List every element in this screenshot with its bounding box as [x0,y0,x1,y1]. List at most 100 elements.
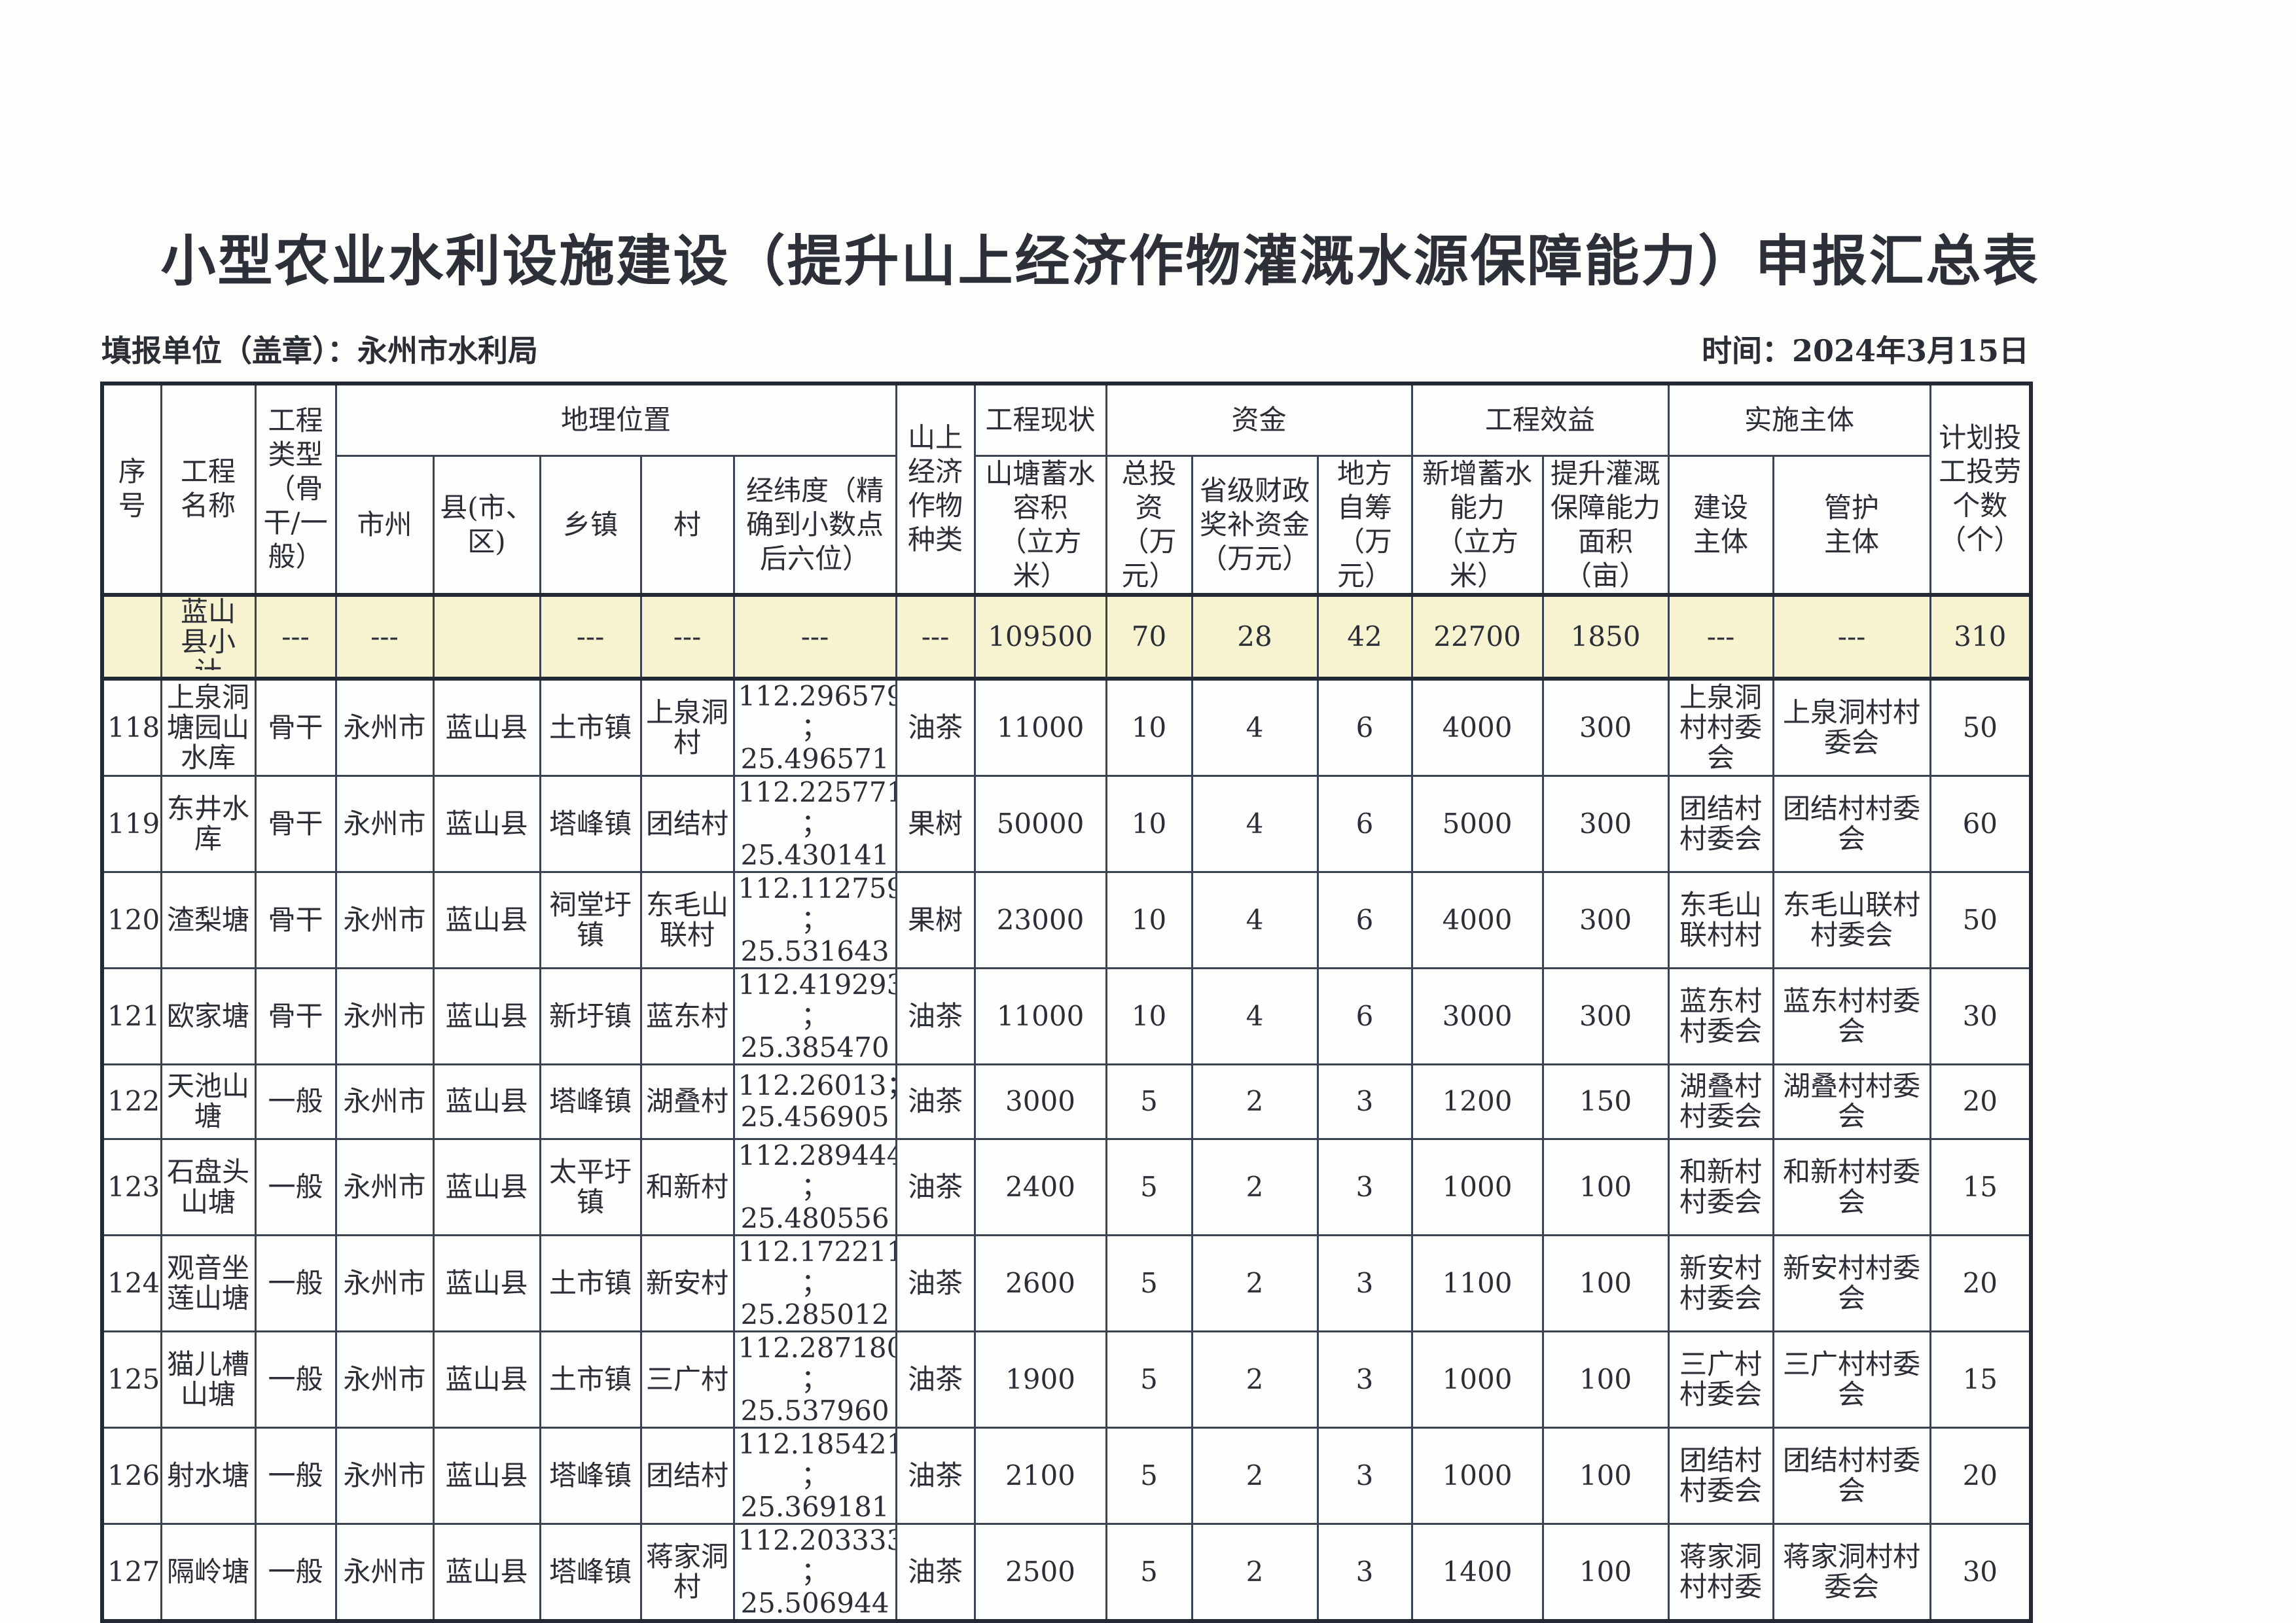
cell-project-name: 观音坐 莲山塘 [160,1234,257,1332]
cell-county: 蓝山县 [432,677,541,777]
cell-coordinates: 112.289444 ；25.480556 [732,1137,897,1236]
cell-crop-type: 油茶 [895,1522,976,1622]
cell-city: 永州市 [334,1330,435,1429]
cell-new-storage: 4000 [1410,870,1544,969]
cell-labor-count: 50 [1929,870,2032,969]
cell-management-entity: 和新村村委 会 [1772,1137,1931,1236]
cell-project-name: 隔岭塘 [160,1522,257,1622]
cell-new-storage: 22700 [1410,594,1544,681]
cell-irrigation-area: 100 [1541,1330,1670,1429]
cell-irrigation-area: 300 [1541,677,1670,777]
header-new-storage: 新增蓄水 能力 （立方米） [1410,454,1544,597]
cell-county: 蓝山县 [432,870,541,969]
cell-provincial-subsidy: 4 [1191,774,1319,873]
cell-new-storage: 5000 [1410,774,1544,873]
cell-new-storage: 1100 [1410,1234,1544,1332]
cell-provincial-subsidy: 4 [1191,870,1319,969]
cell-project-name: 射水塘 [160,1426,257,1525]
cell-coordinates: 112.287180 ；25.537960 [732,1330,897,1429]
cell-coordinates: 112.185421 ；25.369181 [732,1426,897,1525]
cell-project-name: 蓝山 县小 计 [160,594,257,681]
cell-management-entity: 新安村村委 会 [1772,1234,1931,1332]
cell-labor-count: 20 [1929,1063,2032,1140]
cell-local-funding: 3 [1316,1234,1413,1332]
cell-project-type: 一般 [254,1330,337,1429]
cell-total-investment: 10 [1105,774,1193,873]
cell-county: 蓝山县 [432,1063,541,1140]
cell-total-investment: 10 [1105,967,1193,1065]
header-pond-capacity: 山塘蓄水 容积 （立方米） [973,454,1107,597]
cell-local-funding: 6 [1316,774,1413,873]
cell-city: 永州市 [334,677,435,777]
cell-coordinates: 112.296579 ；25.496571 [732,677,897,777]
cell-project-type: 骨干 [254,774,337,873]
cell-irrigation-area: 1850 [1541,594,1670,681]
cell-city: 永州市 [334,774,435,873]
cell-new-storage: 1400 [1410,1522,1544,1622]
cell-project-type: 骨干 [254,677,337,777]
cell-village: 东毛山 联村 [639,870,735,969]
cell-pond-capacity: 11000 [973,677,1107,777]
cell-seq: 121 [101,967,162,1065]
cell-provincial-subsidy: 2 [1191,1330,1319,1429]
header-construction-entity: 建设 主体 [1667,454,1774,597]
header-coordinates: 经纬度（精 确到小数点 后六位） [732,454,897,597]
cell-town: 塔峰镇 [539,1426,642,1525]
cell-irrigation-area: 100 [1541,1234,1670,1332]
cell-local-funding: 6 [1316,677,1413,777]
header-town: 乡镇 [539,454,642,597]
header-benefit-group: 工程效益 [1410,382,1670,457]
cell-labor-count: 20 [1929,1234,2032,1332]
cell-construction-entity: 三广村 村委会 [1667,1330,1774,1429]
cell-coordinates: 112.172211 ；25.285012 [732,1234,897,1332]
cell-labor-count: 60 [1929,774,2032,873]
header-implement-group: 实施主体 [1667,382,1931,457]
cell-construction-entity: --- [1667,594,1774,681]
cell-county: 蓝山县 [432,1234,541,1332]
cell-pond-capacity: 3000 [973,1063,1107,1140]
cell-management-entity: 三广村村委 会 [1772,1330,1931,1429]
cell-crop-type: 果树 [895,774,976,873]
cell-new-storage: 1200 [1410,1063,1544,1140]
cell-pond-capacity: 23000 [973,870,1107,969]
cell-county [432,594,541,681]
cell-irrigation-area: 300 [1541,774,1670,873]
cell-local-funding: 3 [1316,1426,1413,1525]
table-row: 125 猫儿槽 山塘 一般 永州市 蓝山县 土市镇 三广村 112.287180… [101,1330,2032,1429]
cell-coordinates: 112.112759 ；25.531643 [732,870,897,969]
cell-town: 塔峰镇 [539,1063,642,1140]
cell-crop-type: 油茶 [895,1063,976,1140]
cell-new-storage: 1000 [1410,1137,1544,1236]
cell-irrigation-area: 300 [1541,967,1670,1065]
cell-provincial-subsidy: 28 [1191,594,1319,681]
cell-coordinates: 112.419293 ；25.385470 [732,967,897,1065]
cell-new-storage: 1000 [1410,1330,1544,1429]
header-total-investment: 总投资 （万元） [1105,454,1193,597]
cell-project-name: 渣梨塘 [160,870,257,969]
cell-seq: 123 [101,1137,162,1236]
cell-crop-type: 油茶 [895,967,976,1065]
cell-seq: 119 [101,774,162,873]
header-group-row: 序号 工程 名称 工程 类型 （骨 干/一 般） 地理位置 山上 经济 作物 种… [101,382,2032,597]
cell-pond-capacity: 2400 [973,1137,1107,1236]
table-row: 127 隔岭塘 一般 永州市 蓝山县 塔峰镇 蒋家洞 村 112.203333 … [101,1522,2032,1622]
cell-town: --- [539,594,642,681]
cell-construction-entity: 蒋家洞 村村委 [1667,1522,1774,1622]
cell-provincial-subsidy: 2 [1191,1522,1319,1622]
cell-management-entity: 团结村村委 会 [1772,774,1931,873]
cell-local-funding: 3 [1316,1330,1413,1429]
county-subtotal-row: 蓝山 县小 计 --- --- --- --- --- --- 109500 7… [101,594,2032,681]
table-row: 123 石盘头 山塘 一般 永州市 蓝山县 太平圩 镇 和新村 112.2894… [101,1137,2032,1236]
cell-labor-count: 15 [1929,1137,2032,1236]
cell-total-investment: 5 [1105,1426,1193,1525]
table-row: 122 天池山 塘 一般 永州市 蓝山县 塔峰镇 湖叠村 112.26013； … [101,1063,2032,1140]
cell-pond-capacity: 11000 [973,967,1107,1065]
table-row: 120 渣梨塘 骨干 永州市 蓝山县 祠堂圩 镇 东毛山 联村 112.1127… [101,870,2032,969]
cell-local-funding: 3 [1316,1137,1413,1236]
cell-pond-capacity: 50000 [973,774,1107,873]
header-local-funding: 地方 自筹 （万元） [1316,454,1413,597]
cell-city: 永州市 [334,1522,435,1622]
cell-irrigation-area: 100 [1541,1137,1670,1236]
summary-table: 序号 工程 名称 工程 类型 （骨 干/一 般） 地理位置 山上 经济 作物 种… [100,382,2034,1623]
